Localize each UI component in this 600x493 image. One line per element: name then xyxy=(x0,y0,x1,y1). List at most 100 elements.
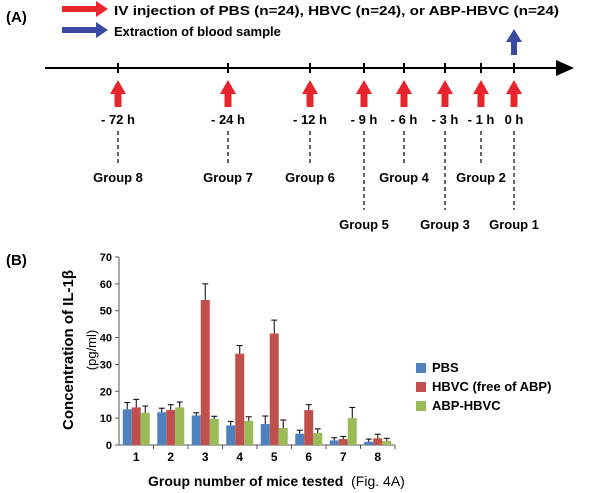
injection-arrow-shaft xyxy=(306,93,314,107)
x-tick-label: 2 xyxy=(167,450,174,464)
injection-arrow-shaft xyxy=(477,93,485,107)
injection-up-arrow-icon xyxy=(473,80,489,107)
bar xyxy=(200,299,210,445)
y-axis-label: Concentration of IL-1β xyxy=(60,270,77,430)
y-tick-label: 20 xyxy=(100,386,112,398)
bar xyxy=(140,412,150,445)
legend-extraction-arrow-icon xyxy=(62,22,108,38)
timepoint-label: - 6 h xyxy=(391,112,418,127)
legend-extraction-arrow-head xyxy=(96,22,108,38)
group-label: Group 4 xyxy=(379,170,430,185)
legend-extraction-text: Extraction of blood sample xyxy=(114,24,281,39)
injection-arrow-head xyxy=(110,80,126,94)
panel-a-label: (A) xyxy=(6,9,27,26)
bar xyxy=(329,440,339,445)
injection-arrow-head xyxy=(302,80,318,94)
bar xyxy=(209,418,219,445)
injection-arrow-shaft xyxy=(114,93,122,107)
x-tick-label: 5 xyxy=(271,450,278,464)
bar xyxy=(191,415,201,445)
bar xyxy=(364,441,374,445)
x-tick-label: 1 xyxy=(133,450,140,464)
injection-up-arrow-icon xyxy=(437,80,453,107)
bar xyxy=(166,410,176,445)
group-label: Group 3 xyxy=(420,217,470,232)
group-label: Group 1 xyxy=(489,217,539,232)
x-tick-label: 6 xyxy=(305,450,312,464)
panel-b: (B) Concentration of IL-1β (pg/ml) Group… xyxy=(6,252,551,489)
injection-up-arrow-icon xyxy=(506,80,522,107)
bar xyxy=(304,410,314,445)
injection-up-arrow-icon xyxy=(396,80,412,107)
x-axis-label-suffix: (Fig. 4A) xyxy=(351,473,405,489)
x-tick-label: 4 xyxy=(236,450,243,464)
y-axis-unit: (pg/ml) xyxy=(84,330,99,370)
bar xyxy=(175,407,185,445)
legend-injection-arrow-shaft xyxy=(62,6,98,12)
legend-injection-arrow-head xyxy=(96,1,108,17)
panel-b-label: (B) xyxy=(6,252,27,269)
legend-injection-arrow-icon xyxy=(62,1,108,17)
extraction-up-arrow-head xyxy=(506,29,522,42)
legend-entry: HBVC (free of ABP) xyxy=(432,379,551,394)
injection-arrow-shaft xyxy=(400,93,408,107)
bar xyxy=(278,428,288,445)
bar xyxy=(260,424,270,445)
injection-up-arrow-icon xyxy=(220,80,236,107)
injection-arrow-head xyxy=(356,80,372,94)
timepoint-label: - 72 h xyxy=(101,112,135,127)
bar xyxy=(338,439,348,445)
injection-arrow-head xyxy=(437,80,453,94)
bar xyxy=(382,440,392,445)
bar xyxy=(157,412,167,445)
y-tick-label: 0 xyxy=(106,440,112,452)
timepoint-label: 0 h xyxy=(505,112,524,127)
y-tick-label: 10 xyxy=(100,413,112,425)
x-tick-label: 8 xyxy=(374,450,381,464)
y-tick-label: 30 xyxy=(100,359,112,371)
bar xyxy=(122,409,132,445)
x-tick-label: 7 xyxy=(340,450,347,464)
legend-entry: ABP-HBVC xyxy=(432,398,501,413)
legend-injection-text: IV injection of PBS (n=24), HBVC (n=24),… xyxy=(114,3,559,18)
injection-arrow-head xyxy=(396,80,412,94)
group-label: Group 2 xyxy=(456,170,506,185)
chart-legend: PBS HBVC (free of ABP) ABP-HBVC xyxy=(416,360,551,413)
legend-swatch xyxy=(416,401,426,411)
injection-arrow-shaft xyxy=(510,93,518,107)
bar xyxy=(373,438,383,445)
bar xyxy=(269,333,279,445)
timepoint-label: - 1 h xyxy=(468,112,495,127)
injection-arrow-shaft xyxy=(441,93,449,107)
extraction-up-arrow-icon xyxy=(506,29,522,55)
bar xyxy=(226,425,236,445)
injection-arrow-head xyxy=(473,80,489,94)
legend-extraction-arrow-shaft xyxy=(62,27,98,33)
y-tick-label: 60 xyxy=(100,279,112,291)
y-tick-label: 70 xyxy=(100,252,112,264)
x-tick-label: 3 xyxy=(202,450,209,464)
timeline-items: - 72 h Group 8 - 24 h Group 7 - 12 h Group 6 -… xyxy=(93,63,539,232)
timepoint-label: - 9 h xyxy=(351,112,378,127)
panel-a: (A) IV injection of PBS (n=24), HBVC (n=… xyxy=(6,1,574,232)
injection-up-arrow-icon xyxy=(356,80,372,107)
timepoint-label: - 24 h xyxy=(211,112,245,127)
legend-swatch xyxy=(416,382,426,392)
legend-swatch xyxy=(416,363,426,373)
extraction-up-arrow-shaft xyxy=(511,41,517,55)
injection-arrow-shaft xyxy=(360,93,368,107)
bar xyxy=(131,407,141,445)
x-axis-label: Group number of mice tested xyxy=(148,473,343,489)
group-label: Group 5 xyxy=(339,217,389,232)
timepoint-label: - 3 h xyxy=(432,112,459,127)
group-label: Group 8 xyxy=(93,170,143,185)
bar xyxy=(244,420,254,445)
x-axis-label-group: Group number of mice tested (Fig. 4A) xyxy=(148,473,405,489)
y-tick-label: 40 xyxy=(100,333,112,345)
injection-up-arrow-icon xyxy=(302,80,318,107)
injection-arrow-shaft xyxy=(224,93,232,107)
injection-arrow-head xyxy=(220,80,236,94)
timepoint-label: - 12 h xyxy=(293,112,327,127)
legend-entry: PBS xyxy=(432,360,459,375)
